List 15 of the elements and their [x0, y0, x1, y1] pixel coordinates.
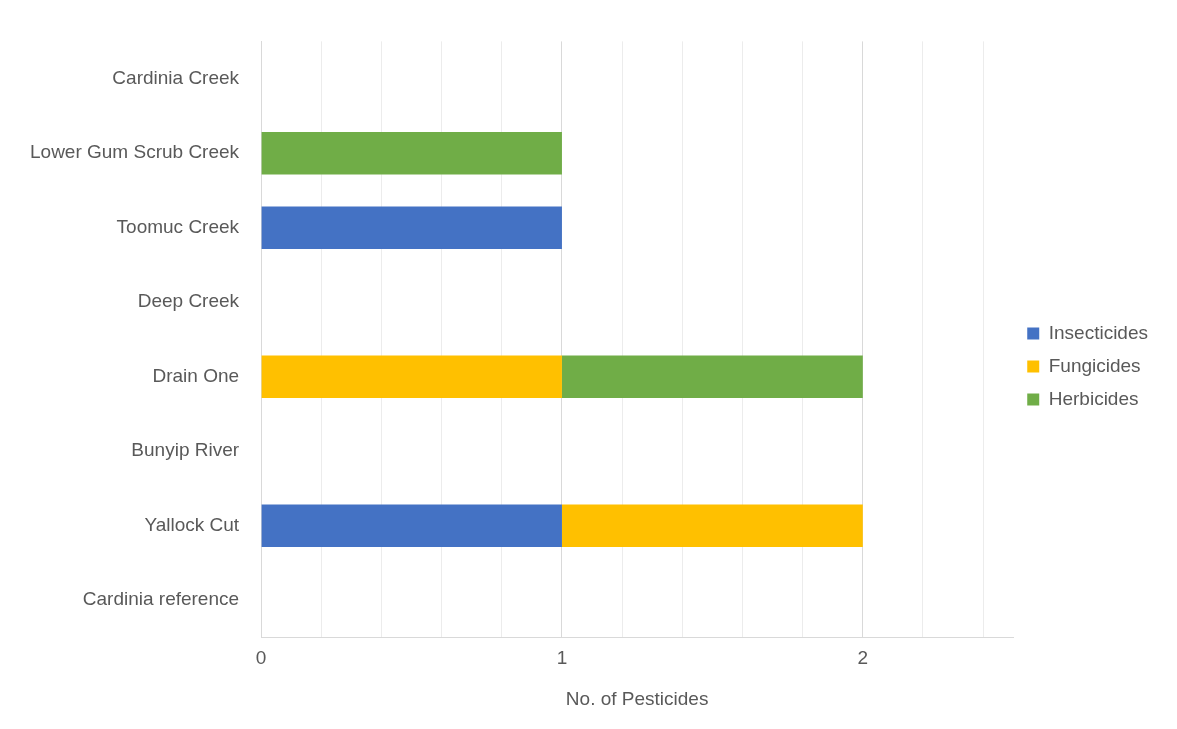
y-tick-label: Cardinia reference	[82, 588, 240, 610]
y-tick-label: Toomuc Creek	[116, 215, 240, 237]
x-tick-label: 2	[857, 647, 869, 669]
x-tick-label: 0	[255, 647, 267, 669]
legend-label: Fungicides	[1048, 354, 1141, 376]
x-tick-label: 1	[556, 647, 568, 669]
y-tick-label: Lower Gum Scrub Creek	[30, 141, 240, 163]
y-tick-label: Cardinia Creek	[112, 66, 240, 88]
y-tick-label: Yallock Cut	[144, 513, 240, 535]
y-tick-label: Drain One	[152, 364, 240, 386]
x-axis-title: No. of Pesticides	[565, 687, 709, 709]
legend-label: Herbicides	[1048, 387, 1139, 409]
y-tick-label: Bunyip River	[131, 439, 240, 461]
legend-label: Insecticides	[1048, 321, 1149, 343]
y-tick-label: Deep Creek	[137, 290, 240, 312]
